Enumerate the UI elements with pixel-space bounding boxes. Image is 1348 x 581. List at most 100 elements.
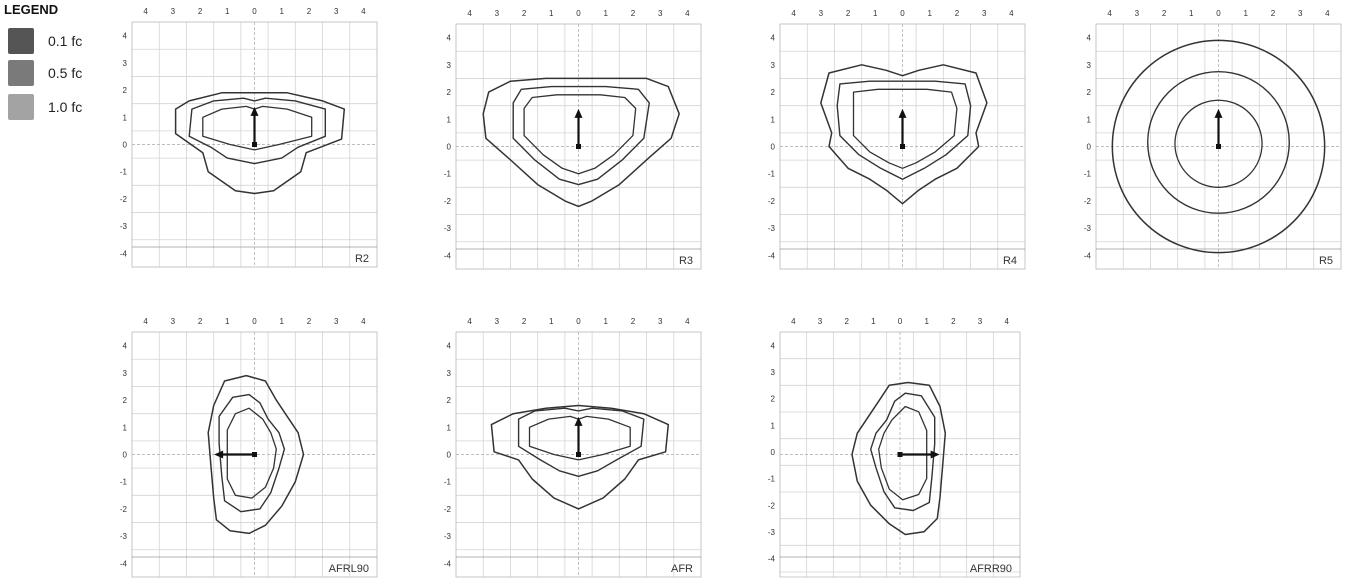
arrow-head [1214,108,1223,118]
contour-1-0-fc [528,415,631,461]
y-tick-label: -2 [444,505,452,514]
contour-0-1-fc [207,374,305,535]
x-tick-label: 4 [1009,9,1014,18]
panel-afrr90: 4 3 2 1 0 1 2 3 4 4 3 2 1 0 -1 -2 -3 -4 AFRR90 [768,317,1021,578]
luminaire-origin [576,452,581,457]
x-tick-label: 1 [1189,9,1194,18]
x-tick-label: 2 [522,317,527,326]
y-tick-label: -2 [1084,197,1092,206]
y-tick-label: 0 [771,143,776,152]
contour-0-5-fc [517,407,645,477]
panel-title: AFRR90 [970,563,1012,575]
x-tick-label: 1 [279,7,284,16]
y-tick-label: -3 [768,528,776,537]
y-tick-label: -1 [444,478,452,487]
y-tick-label: 2 [123,86,128,95]
panel-title: R5 [1319,255,1333,267]
y-tick-label: 4 [1087,34,1092,43]
plot-frame [779,23,1026,270]
grid [131,21,378,268]
x-tick-label: 4 [685,317,690,326]
y-tick-label: -3 [444,224,452,233]
legend-swatch-0.1fc [8,28,34,54]
x-tick-label: 3 [171,317,176,326]
luminaire-origin [1216,144,1221,149]
y-tick-label: 3 [771,61,776,70]
y-tick-label: 2 [1087,88,1092,97]
x-tick-label: 0 [576,317,581,326]
x-tick-label: 3 [495,317,500,326]
luminaire-arrow-icon [214,450,257,459]
x-tick-label: 1 [549,317,554,326]
y-tick-label: -4 [444,251,452,260]
y-tick-label: -3 [1084,224,1092,233]
grid [455,331,702,578]
contour-1-0-fc [852,88,958,169]
contour-0-1-fc [174,92,346,195]
x-tick-label: 1 [225,317,230,326]
plot-frame [131,331,378,578]
arrow-head [898,108,907,118]
x-tick-label: 1 [1243,9,1248,18]
luminaire-origin [576,144,581,149]
x-tick-label: 4 [791,317,796,326]
x-tick-label: 3 [658,9,663,18]
luminaire-arrow-icon [898,108,907,149]
luminaire-arrow-icon [574,108,583,149]
panel-r2: 4 3 2 1 0 1 2 3 4 4 3 2 1 0 -1 -2 -3 -4 R2 [120,7,378,268]
x-tick-label: 1 [927,9,932,18]
contour-0-5-fc [870,392,936,512]
y-tick-label: -2 [444,197,452,206]
panel-r5: 4 3 2 1 0 1 2 3 4 4 3 2 1 0 -1 -2 -3 -4 R5 [1084,9,1342,270]
x-tick-label: 3 [1298,9,1303,18]
y-tick-label: 2 [447,396,452,405]
legend-label-0.5fc: 0.5 fc [48,65,83,81]
y-tick-label: -1 [768,475,776,484]
y-tick-label: 4 [771,34,776,43]
arrow-head [574,416,583,426]
contour-0-1-fc [820,64,988,205]
y-tick-label: -3 [120,222,128,231]
plot-frame [131,21,378,268]
y-tick-label: 0 [771,448,776,457]
contour-0-5-fc [836,80,972,180]
y-tick-label: 2 [123,396,128,405]
x-tick-label: 0 [576,9,581,18]
x-tick-label: 2 [198,7,203,16]
luminaire-origin [900,144,905,149]
panel-title: AFRL90 [329,563,369,575]
y-tick-label: -4 [768,251,776,260]
y-tick-label: -4 [444,559,452,568]
y-tick-label: 4 [447,34,452,43]
contour-0-1-fc [482,77,680,208]
x-tick-label: 3 [334,317,339,326]
x-tick-label: 4 [1325,9,1330,18]
x-tick-label: 3 [334,7,339,16]
panel-title: R2 [355,253,369,265]
legend-label-1.0fc: 1.0 fc [48,99,83,115]
x-tick-label: 4 [1107,9,1112,18]
x-tick-label: 3 [818,317,823,326]
y-tick-label: -1 [768,170,776,179]
x-tick-label: 2 [198,317,203,326]
y-tick-label: -1 [120,478,128,487]
x-tick-label: 3 [819,9,824,18]
luminaire-arrow-icon [574,416,583,457]
contour-1-0-fc [226,407,277,499]
panel-r4: 4 3 2 1 0 1 2 3 4 4 3 2 1 0 -1 -2 -3 -4 R4 [768,9,1026,270]
x-tick-label: 1 [924,317,929,326]
x-tick-label: 3 [978,317,983,326]
x-tick-label: 4 [361,317,366,326]
x-tick-label: 2 [1271,9,1276,18]
contour-0-5-fc [218,393,286,513]
luminaire-arrow-icon [250,106,259,147]
x-tick-label: 2 [631,317,636,326]
contour-1-0-fc [878,405,928,501]
x-tick-label: 4 [467,317,472,326]
panel-title: R3 [679,255,693,267]
x-tick-label: 4 [791,9,796,18]
x-tick-label: 3 [658,317,663,326]
x-tick-label: 2 [631,9,636,18]
x-tick-label: 2 [955,9,960,18]
plot-frame [1095,23,1342,270]
